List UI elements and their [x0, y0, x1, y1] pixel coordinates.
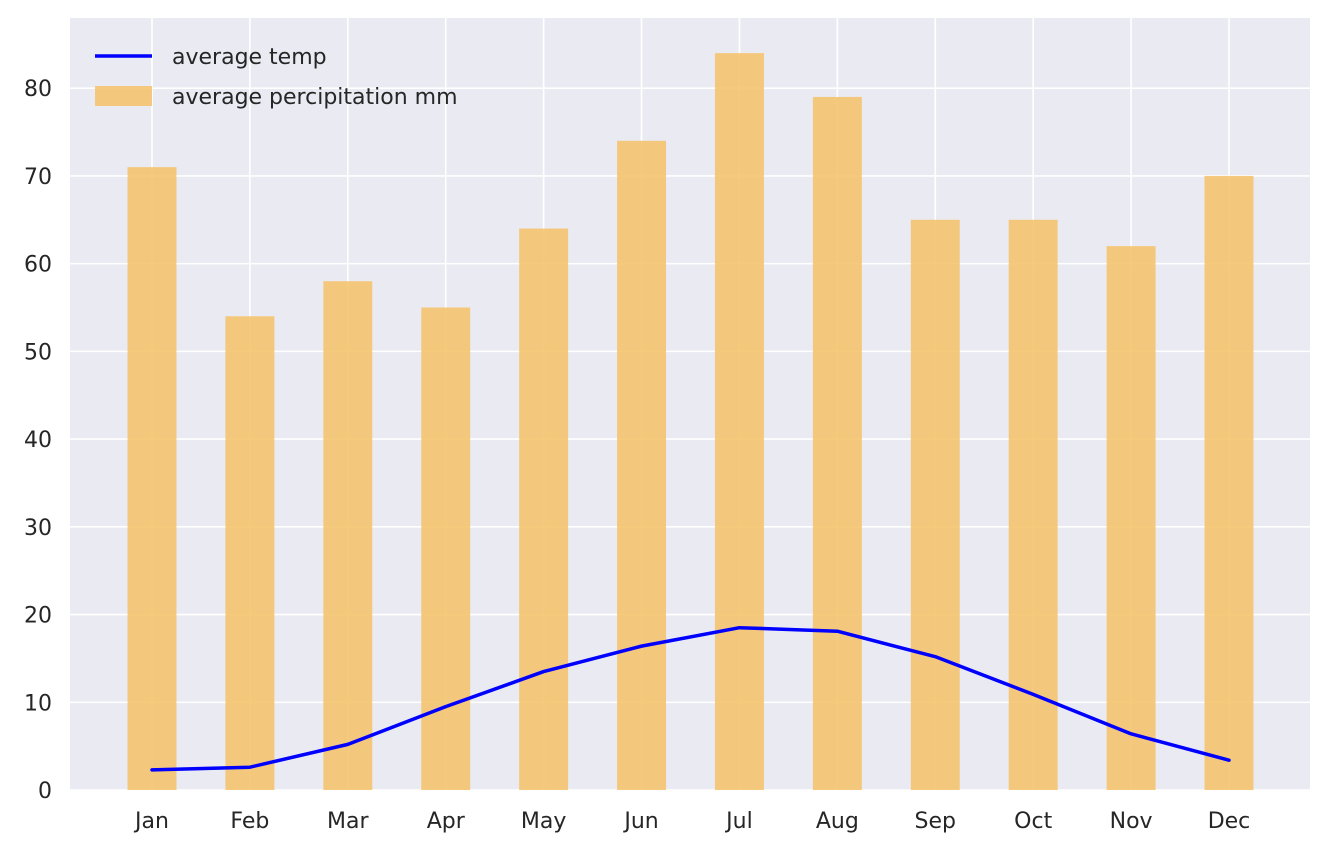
bar-sep — [910, 219, 960, 791]
x-tick-label-dec: Dec — [1208, 809, 1251, 834]
y-tick-label-20: 20 — [24, 604, 52, 629]
bar-may — [519, 228, 569, 790]
x-tick-label-apr: Apr — [427, 809, 466, 834]
plot-background — [70, 18, 1310, 790]
y-tick-label-40: 40 — [24, 428, 52, 453]
y-tick-label-0: 0 — [38, 779, 52, 804]
bar-oct — [1008, 219, 1058, 791]
x-tick-label-nov: Nov — [1110, 809, 1153, 834]
temperature-line-group — [150, 625, 1231, 772]
x-tick-label-may: May — [521, 809, 566, 834]
bar-mar — [323, 281, 373, 790]
y-tick-label-80: 80 — [24, 77, 52, 102]
bar-jun — [617, 140, 667, 790]
y-axis-ticks: 0 10 20 30 40 50 60 70 80 — [24, 77, 52, 804]
x-tick-label-jul: Jul — [724, 809, 753, 834]
x-tick-label-aug: Aug — [816, 809, 859, 834]
x-tick-label-jan: Jan — [133, 809, 169, 834]
bar-dec — [1204, 175, 1254, 791]
bar-jul — [714, 53, 764, 791]
legend-label-average-percipitation: average percipitation mm — [172, 85, 458, 110]
x-axis-ticks: Jan Feb Mar Apr May Jun Jul Aug Sep Oct Nov Dec — [133, 809, 1250, 834]
legend-label-average-temp: average temp — [172, 45, 327, 70]
y-tick-label-10: 10 — [24, 691, 52, 716]
bar-jan — [127, 167, 177, 791]
x-tick-label-mar: Mar — [327, 809, 369, 834]
bar-apr — [421, 307, 471, 790]
bar-feb — [225, 316, 275, 790]
y-tick-label-30: 30 — [24, 516, 52, 541]
bar-aug — [812, 96, 862, 791]
x-tick-label-sep: Sep — [915, 809, 956, 834]
temperature-line — [150, 625, 1231, 772]
bar-nov — [1106, 246, 1156, 790]
legend-swatch-average-percipitation — [95, 86, 152, 106]
y-tick-label-50: 50 — [24, 340, 52, 365]
x-tick-label-jun: Jun — [622, 809, 658, 834]
x-tick-label-feb: Feb — [230, 809, 269, 834]
legend: average temp average percipitation mm — [95, 45, 458, 110]
y-tick-label-60: 60 — [24, 253, 52, 278]
y-tick-label-70: 70 — [24, 165, 52, 190]
precipitation-bars — [127, 53, 1254, 791]
x-tick-label-oct: Oct — [1014, 809, 1052, 834]
